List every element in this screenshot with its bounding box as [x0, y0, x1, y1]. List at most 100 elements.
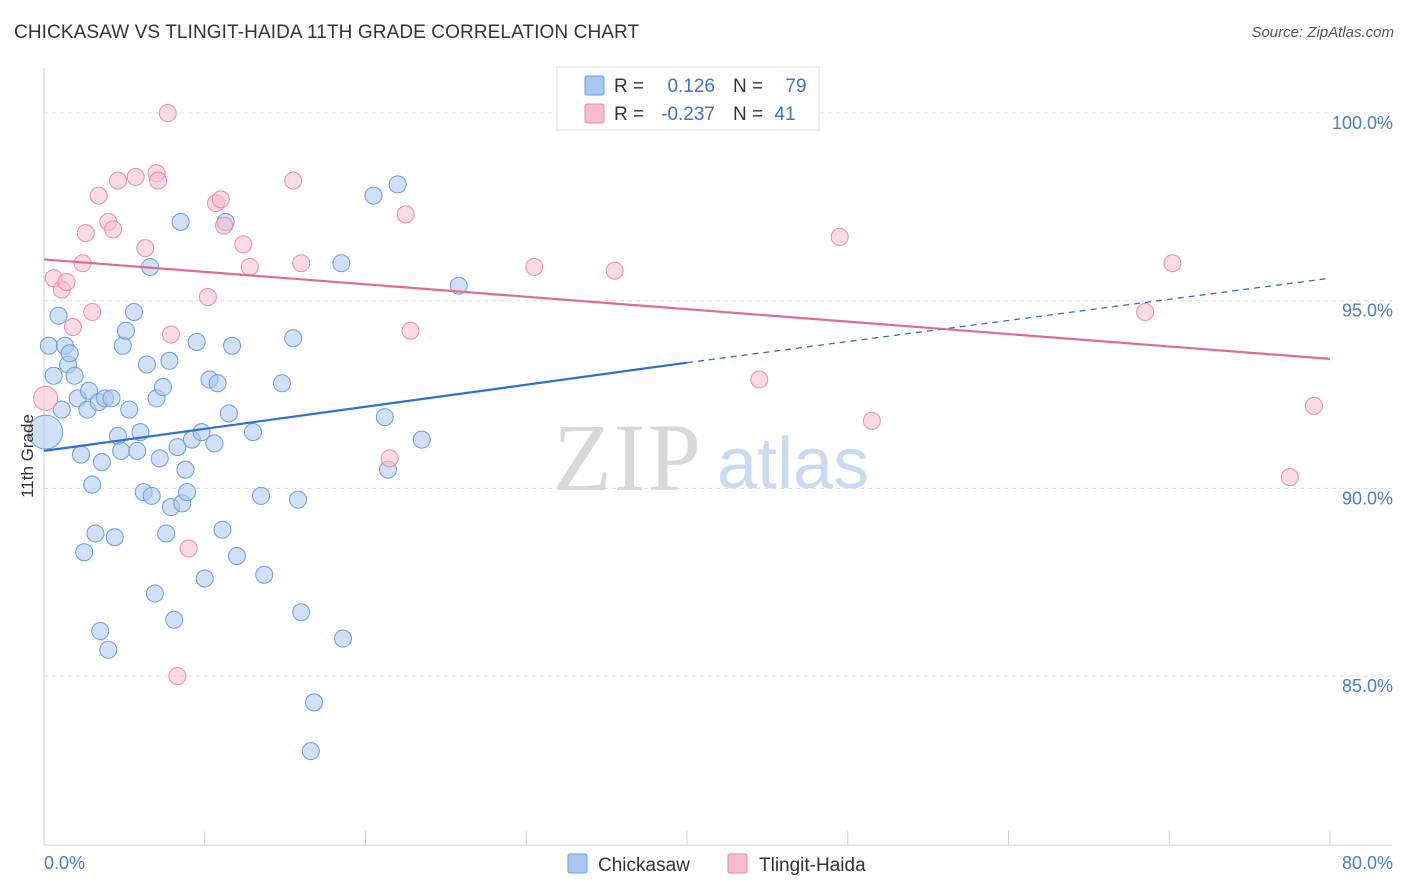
chickasaw-point [145, 584, 164, 603]
chickasaw-point [116, 321, 135, 340]
series-legend-swatch-tlingit [727, 853, 748, 874]
chickasaw-trend-extension [686, 277, 1331, 364]
chickasaw-point [288, 490, 307, 509]
chickasaw-point [332, 254, 351, 273]
trend-lines [43, 258, 1331, 452]
chickasaw-point [83, 475, 102, 494]
x-ticks [204, 831, 1331, 845]
chickasaw-point [153, 378, 172, 397]
tlingit-haida-point [161, 325, 180, 344]
chickasaw-point [128, 441, 147, 460]
tlingit-haida-point [126, 167, 145, 186]
x-tick-label-max: 80.0% [1342, 853, 1393, 873]
tlingit-haida-point [57, 272, 76, 291]
chickasaw-point [125, 302, 144, 321]
tlingit-haida-point [149, 171, 168, 190]
series-legend-label-chickasaw: Chickasaw [598, 855, 690, 876]
tlingit-haida-point [215, 216, 234, 235]
chickasaw-point [333, 629, 352, 648]
chickasaw-point [52, 400, 71, 419]
tlingit-haida-point [89, 186, 108, 205]
chickasaw-point [142, 486, 161, 505]
chickasaw-point [178, 483, 197, 502]
tlingit-haida-point [750, 370, 769, 389]
source-credit: Source: ZipAtlas.com [1251, 24, 1394, 41]
chickasaw-point [120, 400, 139, 419]
x-tick-label-min: 0.0% [44, 853, 85, 873]
tlingit-haida-point [1304, 396, 1323, 415]
chickasaw-point [160, 351, 179, 370]
tlingit-haida-point [1163, 254, 1182, 273]
chickasaw-point [168, 438, 187, 457]
chickasaw-point [176, 460, 195, 479]
chickasaw-point [208, 374, 227, 393]
chickasaw-point [272, 374, 291, 393]
chickasaw-point [305, 693, 324, 712]
tlingit-haida-point [605, 261, 624, 280]
chickasaw-point [113, 336, 132, 355]
chickasaw-point [60, 344, 79, 363]
legend-n-label-1: N = [733, 76, 763, 97]
y-tick-label: 85.0% [1342, 676, 1393, 696]
tlingit-haida-point [862, 411, 881, 430]
tlingit-haida-point [234, 235, 253, 254]
chickasaw-point [187, 333, 206, 352]
chickasaw-point [99, 640, 118, 659]
tlingit-haida-point [380, 449, 399, 468]
chickasaw-point [301, 742, 320, 761]
chickasaw-point [75, 543, 94, 562]
legend-n-value-1: 79 [785, 76, 806, 97]
chickasaw-point [86, 524, 105, 543]
chickasaw-point [255, 565, 274, 584]
series-legend-label-tlingit: Tlingit-Haida [759, 855, 866, 876]
tlingit-haida-point [76, 224, 95, 243]
chickasaw-point [213, 520, 232, 539]
chickasaw-point [449, 276, 468, 295]
chickasaw-point [252, 486, 271, 505]
tlingit-haida-trend-line [43, 258, 1331, 361]
tlingit-haida-point [158, 104, 177, 123]
legend-r-label-1: R = [614, 76, 644, 97]
chickasaw-point [105, 528, 124, 547]
legend-r-value-1: 0.126 [667, 76, 715, 97]
chickasaw-point [412, 430, 431, 449]
chickasaw-point [102, 389, 121, 408]
chickasaw-point [364, 186, 383, 205]
chickasaw-point [157, 524, 176, 543]
chickasaw-point [165, 610, 184, 629]
stats-legend: R = 0.126 N = 79 R = -0.237 N = 41 [556, 66, 820, 131]
tlingit-haida-point [104, 220, 123, 239]
chickasaw-point [375, 408, 394, 427]
tlingit-haida-point [830, 227, 849, 246]
chickasaw-point [71, 445, 90, 464]
chickasaw-point [44, 366, 63, 385]
chickasaw-point [205, 434, 224, 453]
tlingit-haida-point [401, 321, 420, 340]
chickasaw-point [171, 212, 190, 231]
legend-r-value-2: -0.237 [661, 104, 715, 125]
chickasaw-point [39, 336, 58, 355]
chickasaw-point [28, 414, 64, 450]
series-legend-swatch-chickasaw [567, 853, 588, 874]
y-tick-labels: 85.0% 90.0% 95.0% 100.0% [1332, 113, 1393, 696]
chickasaw-point [150, 449, 169, 468]
watermark-zip: ZIP [553, 404, 703, 511]
chickasaw-point [227, 546, 246, 565]
y-tick-label: 95.0% [1342, 301, 1393, 321]
tlingit-haida-point [284, 171, 303, 190]
tlingit-haida-point [168, 667, 187, 686]
tlingit-haida-point [240, 257, 259, 276]
chickasaw-point [65, 366, 84, 385]
chickasaw-point [49, 306, 68, 325]
tlingit-haida-point [396, 205, 415, 224]
tlingit-haida-point [198, 287, 217, 306]
chickasaw-point [223, 336, 242, 355]
tlingit-haida-point [63, 318, 82, 336]
y-tick-label: 90.0% [1342, 488, 1393, 508]
watermark-atlas: atlas [717, 424, 869, 504]
chickasaw-point [243, 423, 262, 442]
chickasaw-point [219, 404, 238, 423]
tlingit-haida-point [136, 239, 155, 258]
chickasaw-point [112, 441, 131, 460]
tlingit-haida-point [83, 302, 102, 321]
